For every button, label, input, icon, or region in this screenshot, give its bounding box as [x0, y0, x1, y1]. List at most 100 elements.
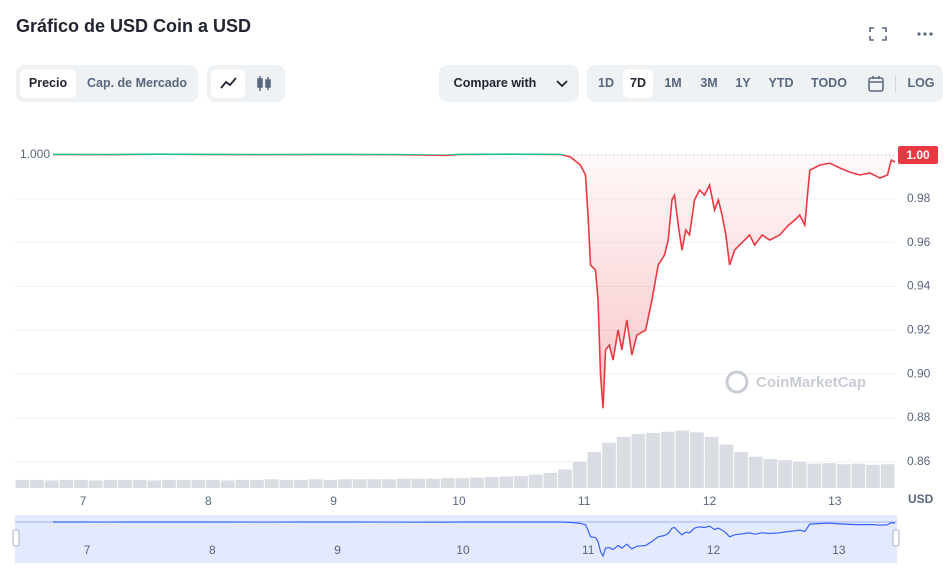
- fullscreen-button[interactable]: [869, 27, 887, 41]
- line-chart-button[interactable]: [211, 69, 245, 98]
- chart-title: Gráfico de USD Coin a USD: [16, 16, 252, 36]
- volume-bar: [59, 479, 74, 488]
- volume-bar: [220, 480, 235, 488]
- candle-icon: [257, 76, 271, 91]
- range-button[interactable]: YTD: [768, 76, 794, 90]
- y-tick-label: 0.96: [907, 235, 931, 249]
- tab[interactable]: Precio: [20, 69, 76, 98]
- navigator-handle[interactable]: [12, 529, 20, 547]
- compare-dropdown[interactable]: Compare with: [439, 65, 579, 102]
- compare-label: Compare with: [453, 76, 537, 90]
- range-button[interactable]: 3M: [700, 76, 718, 90]
- volume-bar: [558, 469, 572, 488]
- watermark-logo: [725, 370, 749, 394]
- price-badge: [898, 146, 938, 165]
- volume-bar: [294, 479, 308, 488]
- volume-bar: [660, 431, 675, 488]
- volume-bar: [470, 477, 484, 488]
- volume-bar: [411, 478, 426, 488]
- navigator-tick-label: 8: [209, 543, 216, 557]
- volume-bar: [631, 434, 646, 488]
- volume-bar: [352, 479, 367, 488]
- volume-bar: [836, 464, 851, 488]
- volume-bar: [30, 479, 44, 488]
- x-tick-label: 8: [205, 494, 212, 508]
- volume-bar: [807, 463, 822, 488]
- volume-bar: [646, 432, 660, 488]
- volume-bar: [851, 463, 866, 488]
- navigator-tick-label: 7: [84, 543, 91, 557]
- navigator-tick-label: 10: [456, 543, 470, 557]
- x-tick-label: 11: [578, 494, 591, 508]
- range-group: 1D 7D 1M 3M 1Y YTD TODO LOG: [587, 65, 943, 102]
- range-button[interactable]: 1D: [598, 76, 614, 90]
- range-button[interactable]: 1M: [664, 76, 682, 90]
- volume-bar: [176, 479, 191, 488]
- x-tick-label: 13: [828, 494, 842, 508]
- range-button[interactable]: TODO: [811, 76, 847, 90]
- navigator-tick-label: 12: [707, 543, 721, 557]
- volume-bar: [308, 479, 323, 488]
- line-icon: [220, 77, 237, 89]
- volume-bar: [382, 479, 396, 488]
- x-tick-label: 7: [80, 494, 87, 508]
- y-tick-label: 0.98: [907, 191, 931, 205]
- volume-bar: [103, 479, 118, 488]
- volume-bar: [572, 461, 587, 488]
- volume-bar: [206, 479, 220, 488]
- price-badge-label: 1.00: [906, 148, 930, 162]
- volume-bar: [602, 442, 616, 488]
- volume-bar: [616, 436, 631, 488]
- y-tick-label: 0.90: [907, 366, 931, 380]
- volume-bar: [367, 479, 382, 488]
- more-button[interactable]: [917, 32, 933, 36]
- volume-bar: [734, 452, 748, 488]
- calendar-button[interactable]: [867, 75, 885, 93]
- unit-label: USD: [908, 492, 934, 506]
- range-button[interactable]: 1Y: [735, 76, 751, 90]
- log-button[interactable]: LOG: [907, 76, 935, 90]
- volume-bar: [132, 479, 147, 488]
- volume-bar: [235, 479, 250, 488]
- navigator: [15, 515, 897, 563]
- volume-bar: [704, 436, 719, 488]
- volume-bar: [455, 478, 470, 488]
- navigator-tick-label: 11: [582, 543, 595, 557]
- volume-bar: [250, 479, 264, 488]
- y-tick-label: 0.92: [907, 322, 931, 336]
- volume-bar: [763, 459, 778, 488]
- volume-bar: [514, 475, 528, 488]
- volume-bar: [528, 474, 543, 488]
- y-tick-label: 0.86: [907, 454, 931, 468]
- range-button[interactable]: 7D: [623, 69, 653, 98]
- chevron: [556, 80, 568, 88]
- volume-bar: [396, 478, 411, 488]
- navigator-line: [52, 521, 896, 558]
- volume-bar: [499, 476, 514, 488]
- y-tick-label: 0.88: [907, 410, 931, 424]
- candle-chart-button[interactable]: [247, 69, 281, 98]
- chart-type-group: [207, 65, 285, 102]
- price-area: [52, 155, 895, 409]
- separator: [895, 75, 896, 92]
- volume-bar: [338, 479, 352, 488]
- baseline-label: 1.000: [20, 147, 50, 161]
- volume-bar: [866, 464, 880, 488]
- volume-bar: [323, 479, 338, 488]
- watermark: CoinMarketCap: [756, 374, 866, 391]
- volume-bar: [748, 456, 763, 488]
- navigator-tick-label: 13: [832, 543, 846, 557]
- volume-bar: [484, 476, 499, 488]
- volume-bar: [822, 463, 836, 488]
- volume-bar: [426, 478, 440, 488]
- tab[interactable]: Cap. de Mercado: [86, 76, 188, 90]
- volume-bar: [147, 480, 162, 488]
- volume-bar: [118, 479, 132, 488]
- volume-bar: [15, 479, 30, 488]
- navigator-handle[interactable]: [892, 529, 900, 547]
- price-line: [52, 155, 896, 409]
- volume-bar: [880, 464, 895, 488]
- volume-bar: [587, 452, 602, 488]
